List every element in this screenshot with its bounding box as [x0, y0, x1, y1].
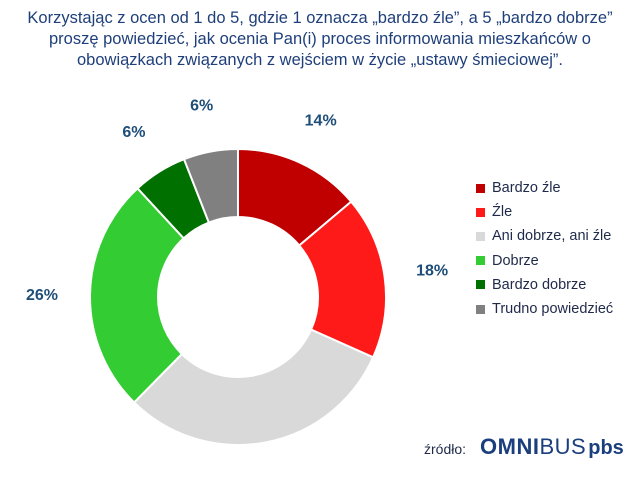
logo-bold-part: OMNI [480, 434, 540, 459]
slice-trudno-powiedziec [182, 147, 239, 224]
legend-swatch [476, 256, 485, 266]
source-label: źródło: [424, 441, 467, 457]
omnibus-logo: OMNIBUS pbs [480, 434, 624, 460]
legend-swatch [476, 280, 485, 290]
legend-label: Bardzo dobrze [492, 276, 587, 293]
legend-item-bardzo-dobrze: Bardzo dobrze [476, 273, 613, 297]
legend-item-dobrze: Dobrze [476, 249, 613, 273]
slice-ani-dobrze-ani-zle [132, 328, 375, 446]
legend-label: Źle [492, 204, 513, 221]
question-line-2: proszę powiedzieć, jak ocenia Pan(i) pro… [48, 30, 591, 48]
data-label-dobrze: 26% [26, 287, 58, 304]
legend-item-bardzo-zle: Bardzo źle [476, 176, 613, 200]
legend-label: Bardzo źle [492, 180, 561, 197]
data-label-zle: 18% [416, 263, 448, 280]
question-text: Korzystając z ocen od 1 do 5, gdzie 1 oz… [8, 8, 632, 71]
data-label-bardzo-zle: 14% [305, 112, 337, 129]
legend-swatch [476, 183, 485, 193]
slice-dobrze [89, 186, 186, 404]
legend-label: Ani dobrze, ani źle [492, 228, 612, 245]
legend-label: Dobrze [492, 252, 539, 269]
data-label-bardzo-dobrze: 6% [122, 124, 145, 141]
legend-swatch [476, 231, 485, 241]
chart-legend: Bardzo źle Źle Ani dobrze, ani źle Dobrze Ba… [476, 176, 613, 321]
legend-item-trudno-powiedziec: Trudno powiedzieć [476, 297, 613, 321]
question-line-3: obowiązkach związanych z wejściem w życi… [77, 51, 563, 69]
legend-label: Trudno powiedzieć [492, 301, 614, 318]
legend-swatch [476, 207, 485, 217]
legend-swatch [476, 304, 485, 314]
logo-light-part: BUS [539, 434, 587, 459]
legend-item-ani-dobrze-ani-zle: Ani dobrze, ani źle [476, 224, 613, 248]
source-attribution: źródło: OMNIBUS pbs [424, 434, 624, 460]
data-label-trudno-powiedziec: 6% [190, 97, 213, 114]
question-line-1: Korzystając z ocen od 1 do 5, gdzie 1 oz… [27, 9, 613, 27]
legend-item-zle: Źle [476, 200, 613, 224]
logo-pbs-part: pbs [588, 437, 624, 459]
